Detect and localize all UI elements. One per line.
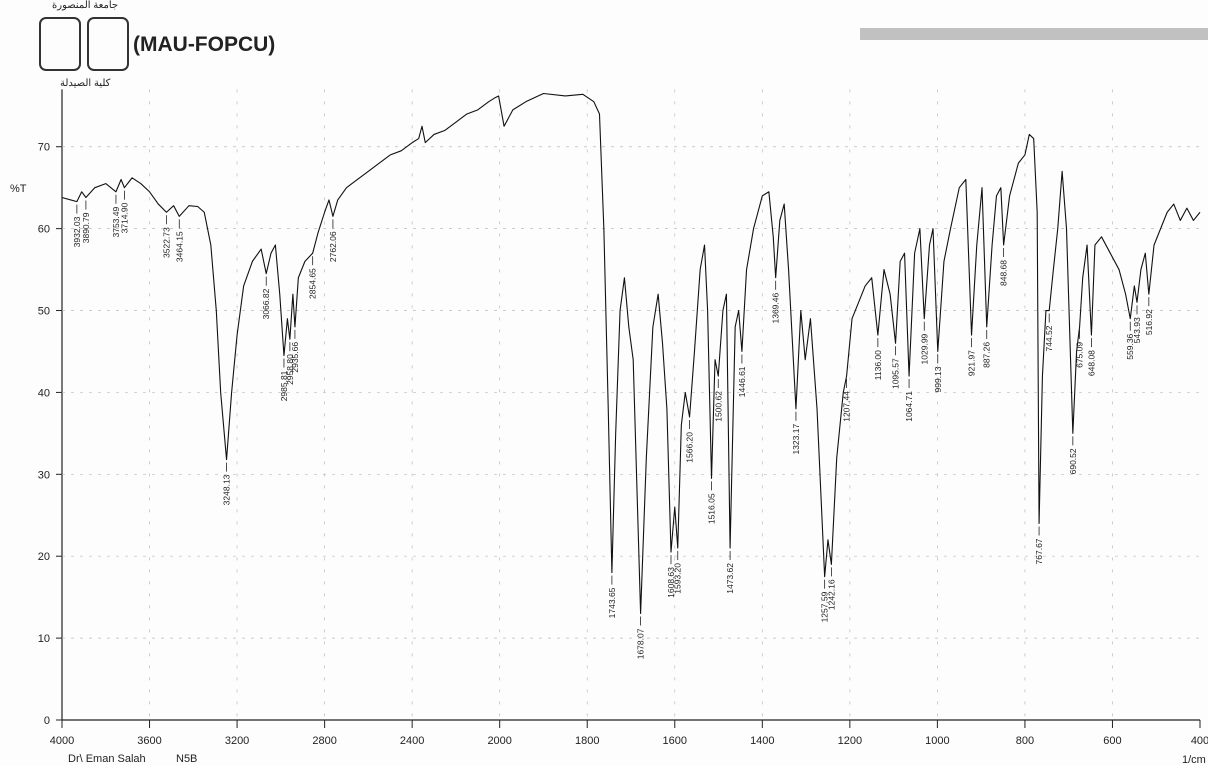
peak-label: 2958.80 <box>285 354 295 385</box>
peak-label: 516.92 <box>1144 309 1154 335</box>
faculty-name: كلية الصيدلة <box>60 78 111 89</box>
x-tick-label: 1000 <box>925 735 949 747</box>
peak-label: 3714.90 <box>119 202 129 233</box>
x-tick-label: 800 <box>1016 735 1034 747</box>
peak-label: 1516.05 <box>707 493 717 524</box>
x-tick-label: 3200 <box>225 735 249 747</box>
peak-label: 3066.82 <box>261 288 271 319</box>
peak-label: 2985.81 <box>279 370 289 401</box>
x-tick-label: 1200 <box>838 735 862 747</box>
y-tick-label: 50 <box>38 306 50 318</box>
peak-label: 1743.65 <box>607 587 617 618</box>
peak-label: 559.36 <box>1125 333 1135 359</box>
peak-label: 1136.00 <box>873 350 883 380</box>
peak-label: 999.13 <box>933 366 943 392</box>
peak-label: 767.67 <box>1034 538 1044 564</box>
sample-id: N5B <box>176 753 197 765</box>
university-name: جامعة المنصورة <box>52 0 118 11</box>
peak-label: 848.68 <box>999 260 1009 286</box>
peak-label: 1566.20 <box>685 432 695 463</box>
peak-label: 744.52 <box>1044 325 1054 351</box>
peak-label: 3932.03 <box>72 216 82 247</box>
peak-label: 1593.20 <box>673 563 683 594</box>
peak-label: 2854.65 <box>308 268 318 299</box>
peak-label: 1678.07 <box>636 628 646 659</box>
peak-label: 2762.06 <box>328 231 338 262</box>
peak-label: 690.52 <box>1068 448 1078 474</box>
y-tick-label: 70 <box>38 142 50 154</box>
x-tick-label: 1400 <box>750 735 774 747</box>
y-tick-label: 30 <box>38 469 50 481</box>
peak-label: 3522.73 <box>161 227 171 258</box>
x-tick-label: 400 <box>1191 735 1208 747</box>
peak-label: 3464.15 <box>174 231 184 262</box>
peak-label: 887.26 <box>982 342 992 368</box>
peak-label: 1207.44 <box>842 391 852 422</box>
logo-left <box>39 17 81 71</box>
peak-label: 1500.62 <box>713 391 723 422</box>
peak-label: 1029.99 <box>919 333 929 364</box>
y-tick-label: 40 <box>38 387 50 399</box>
x-tick-label: 2800 <box>312 735 336 747</box>
peak-label: 543.93 <box>1132 317 1142 343</box>
peak-label: 3248.13 <box>222 474 232 505</box>
spectrum-line <box>61 92 1201 615</box>
peak-label: 675.09 <box>1075 342 1085 368</box>
x-tick-label: 2000 <box>487 735 511 747</box>
peak-label: 2935.66 <box>290 342 300 373</box>
peak-label: 921.97 <box>967 350 977 376</box>
logo-right <box>87 17 129 71</box>
scan-strip <box>860 28 1208 40</box>
peak-label: 3890.79 <box>81 212 91 243</box>
operator: Dr\ Eman Salah <box>68 753 146 765</box>
peak-label: 648.08 <box>1086 350 1096 376</box>
y-tick-label: 20 <box>38 551 50 563</box>
x-axis-label: 1/cm <box>1182 754 1206 765</box>
y-tick-label: 10 <box>38 633 50 645</box>
y-axis-label: %T <box>10 183 27 195</box>
peak-label: 3753.49 <box>111 207 121 238</box>
x-tick-label: 4000 <box>50 735 74 747</box>
peak-label: 1369.46 <box>771 292 781 323</box>
x-tick-label: 600 <box>1103 735 1121 747</box>
peak-label: 1242.16 <box>826 579 836 610</box>
peak-label: 1446.61 <box>737 366 747 397</box>
x-tick-label: 3600 <box>137 735 161 747</box>
x-tick-label: 1600 <box>663 735 687 747</box>
x-tick-label: 1800 <box>575 735 599 747</box>
y-tick-label: 0 <box>44 715 50 727</box>
peak-label: 1608.63 <box>666 567 676 598</box>
peak-label: 1257.59 <box>820 591 830 622</box>
y-tick-label: 60 <box>38 224 50 236</box>
peak-label: 1323.17 <box>791 424 801 455</box>
peak-label: 1473.62 <box>725 563 735 594</box>
peak-label: 1095.57 <box>891 358 901 389</box>
logo-text: (MAU-FOPCU) <box>133 33 275 56</box>
peak-label: 1064.71 <box>904 391 914 422</box>
x-tick-label: 2400 <box>400 735 424 747</box>
